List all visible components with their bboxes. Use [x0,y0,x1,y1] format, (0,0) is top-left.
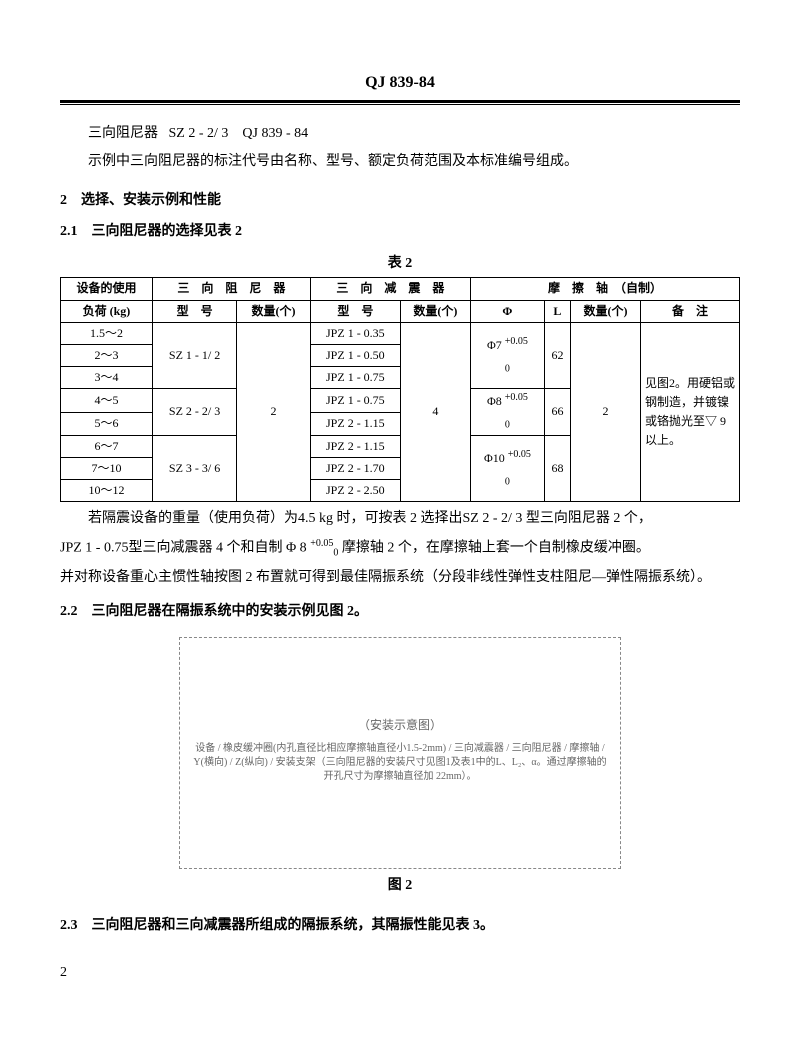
cell-load: 2～3 [61,344,153,366]
th-group-damper: 三 向 阻 尼 器 [152,278,310,300]
cell-load: 3～4 [61,367,153,389]
intro-name: 三向阻尼器 [88,126,158,141]
cell-load: 1.5～2 [61,322,153,344]
intro-line2: 示例中三向阻尼器的标注代号由名称、型号、额定负荷范围及本标准编号组成。 [60,151,740,173]
cell-sz: SZ 2 - 2/ 3 [152,389,236,436]
body-p1c: 并对称设备重心主惯性轴按图 2 布置就可得到最佳隔振系统（分段非线性弹性支柱阻尼… [60,567,740,589]
th-sz-qty: 数量(个) [237,300,311,322]
table-2: 设备的使用 三 向 阻 尼 器 三 向 减 震 器 摩 擦 轴 （自制） 负荷 … [60,277,740,502]
th-sz-model: 型 号 [152,300,236,322]
cell-jpz: JPZ 1 - 0.50 [310,344,400,366]
phi-val: Φ10 [484,451,508,465]
th-phi: Φ [470,300,544,322]
page-number: 2 [60,962,740,984]
section-2-3: 2.3 三向阻尼器和三向减震器所组成的隔振系统，其隔振性能见表 3。 [60,915,740,937]
table2-caption: 表 2 [60,253,740,275]
cell-jpz: JPZ 1 - 0.75 [310,389,400,412]
p1b-post: 摩擦轴 2 个，在摩擦轴上套一个自制橡皮缓冲圈。 [338,541,650,556]
cell-note: 见图2。用硬铝或钢制造，并镀镍或铬抛光至▽ 9以上。 [641,322,740,502]
cell-load: 7～10 [61,458,153,480]
cell-jpz: JPZ 2 - 1.70 [310,458,400,480]
cell-jpz: JPZ 1 - 0.75 [310,367,400,389]
p1b-pre: JPZ 1 - 0.75型三向减震器 4 个和自制 Φ 8 [60,541,310,556]
cell-jpz: JPZ 2 - 1.15 [310,412,400,435]
figure-2-caption: 图 2 [60,875,740,897]
cell-load: 6～7 [61,435,153,457]
fig-main-text: （安装示意图） [358,716,442,735]
th-axle-qty: 数量(个) [570,300,640,322]
section-2-2: 2.2 三向阻尼器在隔振系统中的安装示例见图 2。 [60,601,740,623]
cell-jpz: JPZ 1 - 0.35 [310,322,400,344]
th-L: L [544,300,570,322]
cell-L: 68 [544,435,570,502]
cell-jpz-qty: 4 [400,322,470,502]
cell-phi: Φ10 +0.05 0 [470,435,544,502]
body-p1a: 若隔震设备的重量（使用负荷）为4.5 kg 时，可按表 2 选择出SZ 2 - … [60,508,740,530]
tol-bot: 0 [505,476,510,487]
doc-header: QJ 839-84 [60,70,740,103]
intro-line1: 三向阻尼器 SZ 2 - 2/ 3 QJ 839 - 84 [60,123,740,145]
th-load-a: 设备的使用 [61,278,153,300]
th-note: 备 注 [641,300,740,322]
section-2-title: 2 选择、安装示例和性能 [60,190,740,212]
tol-bot: 0 [505,363,510,374]
th-jpz-model: 型 号 [310,300,400,322]
intro-std: QJ 839 - 84 [242,126,308,141]
cell-sz-qty: 2 [237,322,311,502]
tol-top: +0.05 [505,392,528,403]
table-row: 1.5～2 SZ 1 - 1/ 2 2 JPZ 1 - 0.35 4 Φ7 +0… [61,322,740,344]
phi-val: Φ8 [487,394,505,408]
cell-L: 62 [544,322,570,389]
phi-val: Φ7 [487,338,505,352]
cell-phi: Φ8 +0.05 0 [470,389,544,436]
cell-load: 4～5 [61,389,153,412]
cell-axle-qty: 2 [570,322,640,502]
cell-jpz: JPZ 2 - 1.15 [310,435,400,457]
cell-load: 10～12 [61,480,153,502]
fig-sub-text: 设备 / 橡皮缓冲圈(内孔直径比相应摩擦轴直径小1.5-2mm) / 三向减震器… [180,736,620,790]
body-p1b: JPZ 1 - 0.75型三向减震器 4 个和自制 Φ 8 +0.050 摩擦轴… [60,536,740,561]
th-group-absorber: 三 向 减 震 器 [310,278,470,300]
table-head-row1: 设备的使用 三 向 阻 尼 器 三 向 减 震 器 摩 擦 轴 （自制） [61,278,740,300]
tol-top: +0.05 [505,336,528,347]
intro-model: SZ 2 - 2/ 3 [169,126,229,141]
cell-phi: Φ7 +0.05 0 [470,322,544,389]
th-load-b: 负荷 (kg) [61,300,153,322]
cell-L: 66 [544,389,570,436]
table-head-row2: 负荷 (kg) 型 号 数量(个) 型 号 数量(个) Φ L 数量(个) 备 … [61,300,740,322]
cell-sz: SZ 1 - 1/ 2 [152,322,236,389]
cell-jpz: JPZ 2 - 2.50 [310,480,400,502]
tol-top: +0.05 [310,538,333,549]
tol-top: +0.05 [508,449,531,460]
tol-bot: 0 [505,420,510,431]
cell-sz: SZ 3 - 3/ 6 [152,435,236,502]
section-2-1: 2.1 三向阻尼器的选择见表 2 [60,221,740,243]
figure-2-placeholder: （安装示意图） 设备 / 橡皮缓冲圈(内孔直径比相应摩擦轴直径小1.5-2mm)… [179,637,621,869]
th-jpz-qty: 数量(个) [400,300,470,322]
cell-load: 5～6 [61,412,153,435]
th-group-axle: 摩 擦 轴 （自制） [470,278,739,300]
